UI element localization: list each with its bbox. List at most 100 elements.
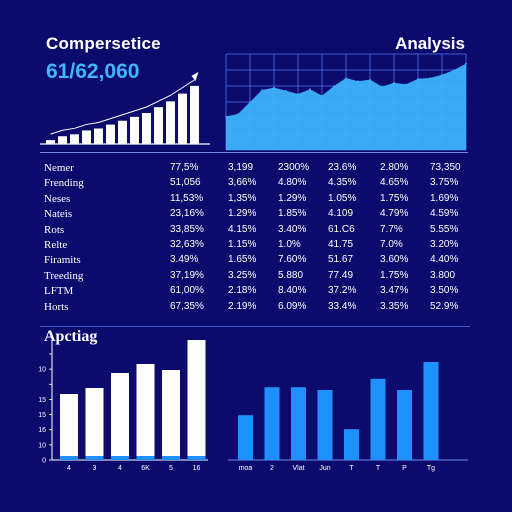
table-cell: 4.35% [328,177,357,189]
row-label: Firamits [44,254,81,267]
bar [111,373,129,460]
bar [344,429,359,460]
y-tick-label: 15 [38,412,46,419]
bar [58,136,67,144]
table-cell: 32,63% [170,238,204,250]
bar-base [85,456,104,460]
row-label: Horts [44,300,69,313]
table-cell: 1.0% [278,238,301,250]
data-point [309,88,311,90]
table-cell: 52.9% [430,300,459,312]
data-point [465,62,467,65]
table-cell: 4.79% [380,208,409,220]
trend-arrow-icon [191,71,199,81]
table-row: Treeding 37,19% 3.25% 5.880 77.49 1.75% 3.800 [44,270,468,285]
data-point [321,94,323,97]
table-cell: 33.4% [328,300,357,312]
chart-title-right: Analysis [395,34,465,53]
data-table: Nemer 77,5% 3,199 2300% 23.6% 2.80% 73,350 Fren… [44,162,468,316]
data-point [369,78,371,81]
bar [142,113,151,144]
x-tick-label: 16 [193,465,201,472]
bar [106,124,115,144]
bar-base [60,456,78,460]
data-point [225,115,227,118]
table-cell: 2.80% [380,162,409,173]
chart-title-left: Compersetice [46,34,161,53]
y-tick-label: 0 [42,458,46,465]
x-tick-label: 3 [93,465,97,472]
table-cell: 51,056 [170,177,201,189]
data-point [429,77,431,79]
data-point [405,83,407,86]
table-cell: 41.75 [328,238,354,250]
section-divider [40,326,470,327]
table-cell: 7.0% [380,238,403,250]
table-cell: 4.109 [328,208,354,220]
bar [136,364,155,460]
bar [317,390,333,460]
data-point [393,82,395,84]
table-cell: 4.65% [380,177,409,189]
bar [423,362,439,460]
table-cell: 3,199 [228,162,254,173]
table-cell: 61,00% [170,285,204,297]
table-row: Firamits 3.49% 1.65% 7.60% 51.67 3.60% 4.40% [44,254,468,269]
table-cell: 2300% [278,162,310,173]
row-label: Relte [44,238,68,251]
x-tick-label: Jun [319,465,330,472]
table-row: Horts 67,35% 2.19% 6.09% 33.4% 3.35% 52.9% [44,301,468,316]
data-point [345,77,347,79]
table-row: LFTM 61,00% 2.18% 8.40% 37.2% 3.47% 3.50% [44,285,468,300]
headline-value: 61/62,060 [46,60,140,83]
bar [46,140,55,144]
table-cell: 5.55% [430,223,459,235]
row-label: Nateis [44,208,73,221]
x-tick-label: 5 [169,465,173,472]
table-cell: 1.15% [228,238,257,250]
bar [154,107,163,144]
y-tick-label: 10 [38,367,46,374]
section-title: Apctiag [44,328,98,345]
bar [82,130,91,144]
data-point [237,113,239,115]
data-point [441,74,443,76]
table-cell: 1,35% [228,192,257,204]
data-point [381,86,383,88]
table-cell: 3.49% [170,254,199,266]
table-cell: 1.69% [430,192,459,204]
bar [370,378,386,460]
bar [70,134,79,144]
bar [291,387,306,460]
table-cell: 4.15% [228,223,257,235]
bar [264,387,280,460]
row-label: Nemer [44,162,74,174]
x-tick-label: moa [239,465,253,472]
table-cell: 51.67 [328,254,354,266]
bar-base [111,456,129,460]
row-label: Treeding [44,269,84,282]
table-cell: 4.40% [430,254,459,266]
table-cell: 3.35% [380,300,409,312]
bar [166,101,175,144]
table-cell: 3,66% [228,177,257,189]
bar [178,93,187,144]
area-chart [225,53,467,151]
row-label: Rots [44,223,65,236]
x-tick-label: Tg [427,465,435,472]
y-tick-label: 10 [38,442,46,449]
table-cell: 1.85% [278,208,307,220]
bar [85,388,104,460]
table-cell: 11,53% [170,192,204,204]
x-tick-label: 4 [67,465,71,472]
bar [190,85,199,144]
data-point [285,90,287,92]
table-cell: 3.25% [228,269,257,281]
table-cell: 1.29% [228,208,257,220]
bottom-right-bar-chart: moa 2 Vlat Jun T T P Tg [228,362,468,472]
x-tick-label: 4 [118,465,122,472]
bar [130,116,139,144]
bottom-left-bar-chart: 10 15 15 16 10 0 4 3 4 6K 5 16 [38,340,208,472]
table-row: Relte 32,63% 1.15% 1.0% 41.75 7.0% 3.20% [44,239,468,254]
table-cell: 5.880 [278,269,304,281]
